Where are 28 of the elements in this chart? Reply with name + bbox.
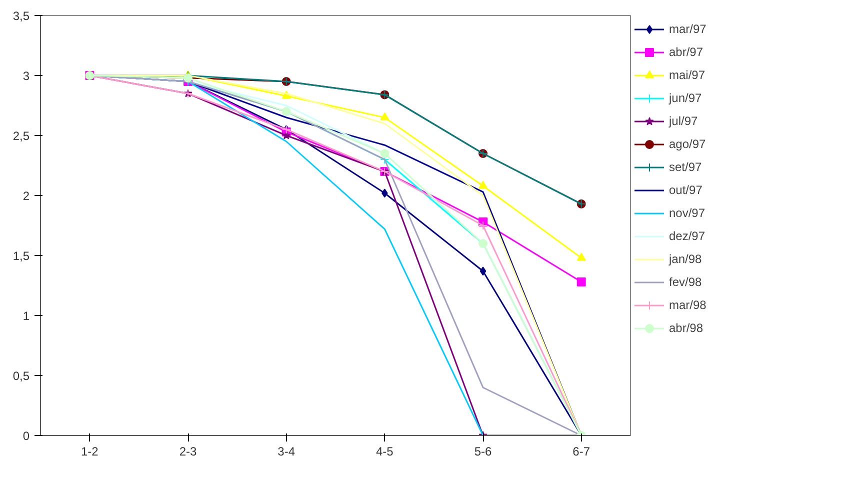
x-tick-label: 3-4 [278,444,296,458]
y-tick-label: 2 [22,189,30,203]
legend-label: dez/97 [669,229,706,243]
x-tick-label: 6-7 [572,444,590,458]
x-tick-label: 1-2 [80,444,99,458]
y-tick-label: 3,5 [12,9,30,23]
legend-label: abr/98 [669,321,704,335]
y-tick-label: 1 [22,309,30,323]
legend-label: set/97 [669,160,702,174]
legend-label: ago/97 [669,137,706,151]
legend-label: mar/97 [669,22,706,36]
legend-label: jan/98 [669,252,702,266]
legend-label: out/97 [669,183,702,197]
legend-label: mar/98 [669,298,706,312]
legend-label: abr/97 [669,45,704,59]
legend-label: jun/97 [669,91,702,105]
x-tick-label: 5-6 [474,444,492,458]
legend-label: fev/98 [669,275,702,289]
y-tick-label: 3 [22,69,30,83]
x-tick-label: 4-5 [376,444,394,458]
y-tick-label: 2,5 [12,129,30,143]
legend-label: nov/97 [669,206,706,220]
y-tick-label: 0,5 [12,369,30,383]
legend-label: jul/97 [669,114,698,128]
legend-label: mai/97 [669,68,706,82]
y-tick-label: 1,5 [12,249,30,263]
x-tick-label: 2-3 [179,444,197,458]
y-tick-label: 0 [22,429,30,443]
